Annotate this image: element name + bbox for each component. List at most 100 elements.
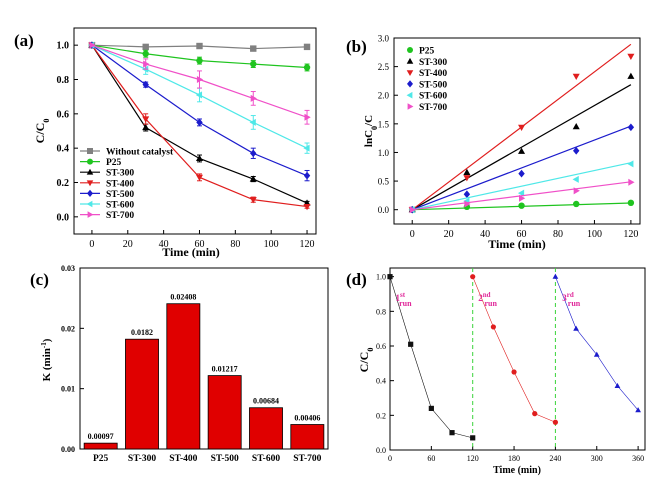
panel-a-data-point xyxy=(249,175,257,182)
panel-a-legend-label: P25 xyxy=(106,158,122,168)
panel-c-y-tick-label: 0.01 xyxy=(61,385,75,394)
panel-c-bar xyxy=(249,407,283,450)
panel-b-y-tick-label: 3.0 xyxy=(378,34,390,44)
panel-a-legend-label: Without catalyst xyxy=(106,148,174,158)
panel-d-y-tick-label: 0.4 xyxy=(376,377,386,386)
panel-a-legend-marker xyxy=(86,200,93,208)
panel-b-x-tick-label: 0 xyxy=(410,229,415,240)
panel-b-data-point xyxy=(518,147,526,154)
panel-a-legend-marker xyxy=(87,211,94,218)
panel-b-legend-marker xyxy=(407,47,413,53)
panel-b-data-point xyxy=(627,72,635,79)
panel-a-data-point xyxy=(89,41,96,49)
panel-b-x-axis-label: Time (min) xyxy=(488,237,545,251)
panel-a-data-point xyxy=(303,144,310,152)
panel-b-data-point xyxy=(572,123,580,130)
panel-d-data-point xyxy=(428,405,434,411)
panel-a: (a) 0 20 40 60 80 100 120 0.0 0.2 0.4 0.6 0.8 1.0 Tim… xyxy=(14,27,317,259)
panel-d-x-tick-label: 240 xyxy=(549,454,561,463)
panel-d-run-label: 1st run xyxy=(396,291,413,308)
panel-b-y-tick-label: 2.5 xyxy=(378,62,390,72)
panel-b-y-tick-label: 0.0 xyxy=(378,205,390,215)
panel-b-legend-marker xyxy=(407,80,413,88)
panel-d-data-point xyxy=(470,435,476,441)
panel-b-data-point xyxy=(463,168,471,176)
panel-c-y-tick-label: 0.03 xyxy=(61,264,75,273)
panel-d-y-axis-label: C/C0 xyxy=(357,348,375,373)
panel-d-plot-frame xyxy=(389,267,646,451)
panel-b-data-point xyxy=(518,194,526,202)
panel-d-data-point xyxy=(635,407,641,413)
panel-b-data-point xyxy=(572,175,579,183)
panel-d-y-tick-label: 0.2 xyxy=(376,411,386,420)
panel-a-data-point xyxy=(303,64,311,71)
panel-c: (c) 0.00 0.01 0.02 0.03 K (min-1) 0.00097 P25 0… xyxy=(30,264,329,464)
panel-b-legend-label: ST-600 xyxy=(419,92,447,102)
panel-c-category-label: ST-600 xyxy=(252,454,280,464)
panel-a-data-point xyxy=(250,94,257,102)
panel-b-data-point xyxy=(573,146,580,155)
panel-c-value-label: 0.00684 xyxy=(253,397,279,406)
panel-c-bar xyxy=(83,442,118,450)
panel-b-data-point xyxy=(627,160,634,168)
panel-d-label: (d) xyxy=(346,270,367,289)
panel-a-data-point xyxy=(142,43,149,51)
panel-d-x-tick-label: 180 xyxy=(508,454,520,463)
panel-a-label: (a) xyxy=(14,31,34,50)
panel-c-label: (c) xyxy=(30,270,49,289)
panel-a-data-point xyxy=(196,118,203,127)
panel-b-data-point xyxy=(464,200,471,208)
panel-d: (d) 0 60 120 180 240 300 360 0.0 0.2 0.4 0.6 0.8 1.0… xyxy=(346,267,646,476)
panel-a-x-tick-label: 80 xyxy=(230,239,240,250)
panel-a-legend-label: ST-500 xyxy=(106,190,134,200)
panel-b-data-point xyxy=(463,190,471,199)
panel-b-data-point xyxy=(627,53,635,60)
panel-b-x-tick-label: 20 xyxy=(444,229,454,240)
panel-a-data-point xyxy=(196,57,203,64)
panel-d-x-tick-label: 120 xyxy=(467,454,479,463)
panel-d-data-point xyxy=(552,419,559,425)
panel-d-x-axis-label: Time (min) xyxy=(493,465,541,476)
panel-a-x-tick-label: 120 xyxy=(300,239,315,250)
panel-d-data-point xyxy=(490,324,496,330)
panel-a-legend-marker xyxy=(87,189,93,197)
panel-d-data-point xyxy=(408,341,414,347)
panel-b-legend-marker xyxy=(406,91,413,99)
panel-a-x-tick-label: 40 xyxy=(159,239,169,250)
panel-c-value-label: 0.02408 xyxy=(170,293,196,302)
panel-b-legend-label: ST-300 xyxy=(419,58,447,68)
panel-b-x-tick-label: 80 xyxy=(553,229,563,240)
panel-c-bar xyxy=(207,375,242,450)
panel-a-y-tick-label: 0.8 xyxy=(57,75,70,86)
panel-a-data-point xyxy=(249,197,257,204)
panel-a-legend-marker xyxy=(86,180,94,187)
panel-d-data-point xyxy=(532,411,538,417)
panel-a-data-point xyxy=(250,60,257,68)
panel-b: (b) 0 20 40 60 80 100 120 0.0 0.5 1.0 1.5 2.0 2.5 3.0… xyxy=(346,34,641,251)
panel-c-category-label: P25 xyxy=(93,454,109,464)
panel-d-data-point xyxy=(470,274,476,280)
panel-b-y-axis-label: lnC0/C xyxy=(363,115,379,147)
panel-a-data-point xyxy=(250,45,257,52)
panel-c-value-label: 0.00406 xyxy=(294,414,320,423)
panel-b-fit-line xyxy=(411,84,632,211)
panel-a-plot-frame xyxy=(73,27,317,235)
panel-b-y-tick-label: 1.0 xyxy=(378,148,390,158)
panel-a-data-point xyxy=(142,80,149,89)
panel-b-fit-line xyxy=(412,125,632,211)
panel-b-data-point xyxy=(517,189,525,197)
panel-a-x-tick-label: 20 xyxy=(123,239,133,250)
panel-b-x-tick-label: 120 xyxy=(623,229,638,240)
panel-b-legend-marker xyxy=(407,103,414,110)
panel-d-data-point xyxy=(449,430,455,436)
panel-d-data-point xyxy=(552,273,559,279)
panel-b-x-tick-label: 60 xyxy=(517,229,527,240)
panel-b-fit-line xyxy=(412,181,631,211)
panel-a-legend-label: ST-600 xyxy=(106,201,134,211)
panel-a-y-tick-label: 0.2 xyxy=(57,178,70,189)
panel-b-data-point xyxy=(573,187,580,195)
panel-d-data-point xyxy=(511,369,517,375)
panel-b-data-point xyxy=(627,199,635,207)
panel-d-y-tick-label: 0.8 xyxy=(376,307,386,316)
